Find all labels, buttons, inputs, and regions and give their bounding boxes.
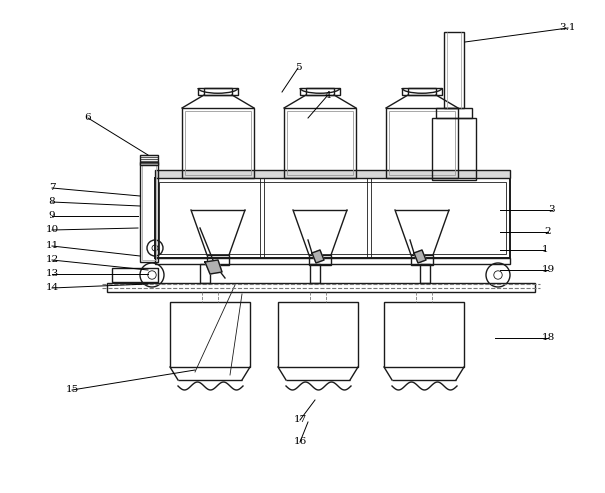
Text: 11: 11 [45, 242, 59, 250]
Bar [204, 88, 232, 95]
Text: 15: 15 [65, 386, 79, 394]
Text: 2: 2 [544, 227, 551, 237]
Polygon shape [312, 250, 324, 263]
Text: 16: 16 [293, 437, 307, 447]
Bar [386, 108, 458, 178]
Bar [155, 178, 510, 258]
Bar [411, 255, 433, 265]
Bar [185, 111, 251, 175]
Text: 17: 17 [293, 416, 307, 424]
Text: 18: 18 [541, 333, 555, 343]
Bar [306, 88, 334, 95]
Bar [159, 182, 506, 254]
Polygon shape [205, 260, 222, 274]
Bar [436, 108, 472, 118]
Bar [207, 255, 229, 265]
Text: 8: 8 [48, 198, 55, 207]
Text: 7: 7 [48, 183, 55, 192]
Text: 14: 14 [45, 283, 59, 292]
Bar [402, 88, 442, 95]
Bar [198, 88, 238, 95]
Text: 3.1: 3.1 [560, 24, 576, 33]
Bar [142, 164, 156, 260]
Bar [309, 255, 331, 265]
Bar [155, 258, 510, 264]
Text: 1: 1 [541, 246, 548, 254]
Bar [182, 108, 254, 178]
Bar [389, 111, 455, 175]
Text: 12: 12 [45, 255, 59, 265]
Bar [444, 32, 464, 108]
Bar [107, 283, 535, 292]
Bar [384, 302, 464, 367]
Text: 4: 4 [325, 91, 332, 100]
Bar [408, 88, 436, 95]
Text: 3: 3 [549, 206, 555, 214]
Bar [432, 118, 476, 180]
Bar [287, 111, 353, 175]
Bar [155, 170, 510, 178]
Bar [140, 155, 158, 165]
Bar [420, 264, 430, 283]
Bar [200, 264, 210, 283]
Polygon shape [414, 250, 426, 263]
Bar [284, 108, 356, 178]
Bar [112, 268, 158, 282]
Text: 13: 13 [45, 270, 59, 279]
Text: 10: 10 [45, 225, 59, 235]
Bar [310, 264, 320, 283]
Text: 19: 19 [541, 266, 555, 275]
Bar [300, 88, 340, 95]
Bar [170, 302, 250, 367]
Text: 5: 5 [295, 64, 301, 72]
Bar [278, 302, 358, 367]
Text: 6: 6 [85, 113, 91, 122]
Bar [140, 162, 158, 262]
Text: 9: 9 [48, 211, 55, 220]
